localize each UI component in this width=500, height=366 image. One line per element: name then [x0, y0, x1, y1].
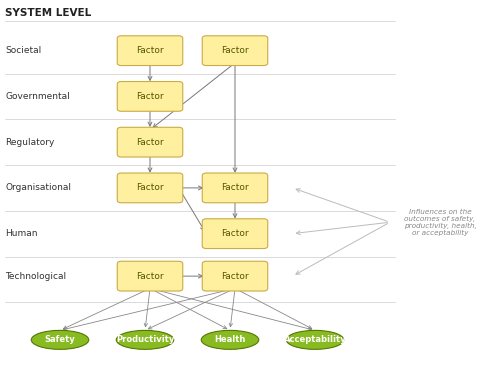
FancyBboxPatch shape — [202, 219, 268, 249]
FancyBboxPatch shape — [202, 173, 268, 203]
Ellipse shape — [286, 330, 344, 349]
Text: Influences on the
outcomes of safety,
productivity, health,
or acceptability: Influences on the outcomes of safety, pr… — [404, 209, 476, 236]
FancyBboxPatch shape — [117, 127, 183, 157]
Text: Factor: Factor — [221, 46, 249, 55]
FancyBboxPatch shape — [202, 261, 268, 291]
Text: Human: Human — [5, 229, 38, 238]
Text: Acceptability: Acceptability — [284, 335, 346, 344]
FancyBboxPatch shape — [117, 82, 183, 111]
Text: Factor: Factor — [221, 272, 249, 281]
FancyBboxPatch shape — [117, 261, 183, 291]
FancyBboxPatch shape — [117, 36, 183, 66]
Ellipse shape — [31, 330, 89, 349]
Text: Safety: Safety — [44, 335, 76, 344]
Ellipse shape — [201, 330, 259, 349]
Text: Organisational: Organisational — [5, 183, 71, 193]
Text: Productivity: Productivity — [116, 335, 174, 344]
Text: Factor: Factor — [136, 138, 164, 147]
Text: SYSTEM LEVEL: SYSTEM LEVEL — [5, 8, 91, 18]
Ellipse shape — [116, 330, 174, 349]
Text: Societal: Societal — [5, 46, 41, 55]
Text: Factor: Factor — [136, 46, 164, 55]
Text: Factor: Factor — [136, 183, 164, 193]
FancyBboxPatch shape — [117, 173, 183, 203]
Text: Governmental: Governmental — [5, 92, 70, 101]
Text: Factor: Factor — [221, 229, 249, 238]
Text: Factor: Factor — [136, 272, 164, 281]
Text: Health: Health — [214, 335, 246, 344]
FancyBboxPatch shape — [202, 36, 268, 66]
Text: Factor: Factor — [221, 183, 249, 193]
Text: Technological: Technological — [5, 272, 66, 281]
Text: Regulatory: Regulatory — [5, 138, 54, 147]
Text: Factor: Factor — [136, 92, 164, 101]
